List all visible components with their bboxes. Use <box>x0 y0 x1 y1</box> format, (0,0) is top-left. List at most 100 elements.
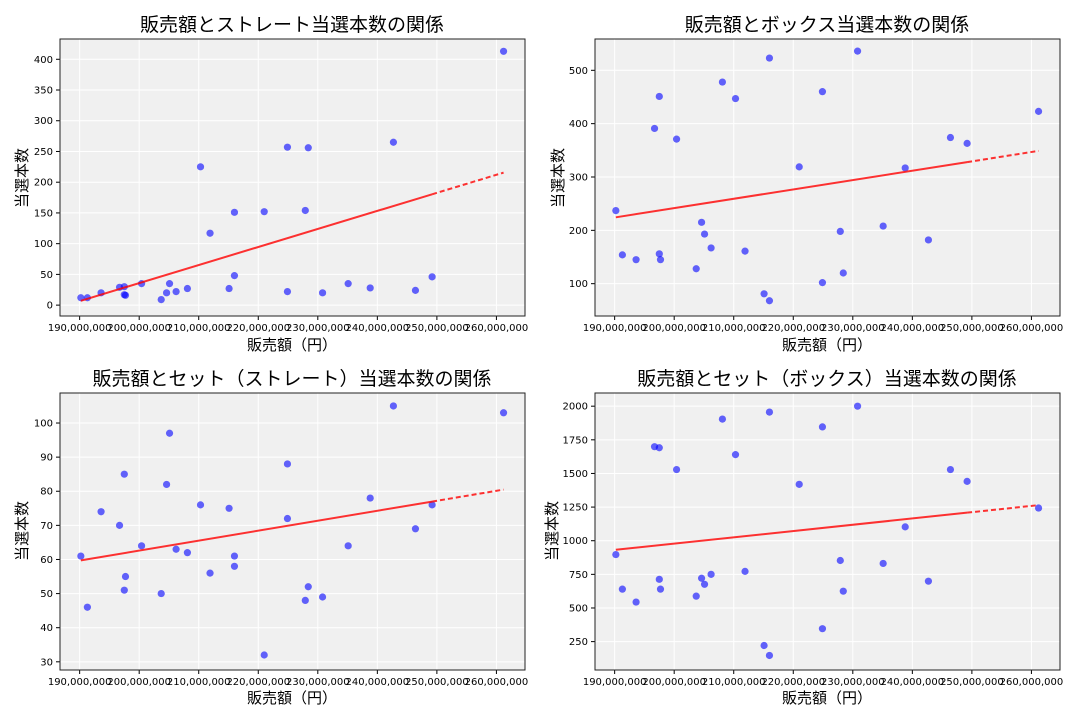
chart-set-box: 190,000,000200,000,000210,000,000220,000… <box>543 368 1063 707</box>
data-point <box>428 273 436 281</box>
y-tick-label: 1500 <box>563 469 588 480</box>
x-tick-label: 220,000,000 <box>226 677 290 688</box>
x-tick-label: 230,000,000 <box>821 677 885 688</box>
data-point <box>836 556 844 565</box>
data-point <box>137 542 146 550</box>
data-point <box>853 47 862 55</box>
data-point <box>260 208 268 216</box>
y-tick-label: 2000 <box>563 402 588 413</box>
data-point <box>77 552 85 560</box>
data-point <box>225 284 233 293</box>
data-point <box>120 586 128 594</box>
data-point <box>225 504 233 512</box>
data-point <box>301 596 309 605</box>
data-point <box>172 288 180 296</box>
data-point <box>655 250 663 258</box>
data-point <box>389 138 398 146</box>
plot-frame <box>59 392 526 671</box>
data-point <box>366 284 374 292</box>
data-point <box>230 208 239 216</box>
data-point <box>183 549 192 557</box>
x-tick-label: 190,000,000 <box>48 677 112 688</box>
data-point <box>697 574 706 582</box>
data-point <box>283 288 292 296</box>
data-point <box>162 480 171 489</box>
data-point <box>196 163 205 171</box>
x-tick-label: 220,000,000 <box>761 323 825 334</box>
data-point <box>718 78 727 86</box>
data-point <box>499 47 508 55</box>
y-tick-label: 1750 <box>563 435 588 446</box>
data-point <box>283 514 292 523</box>
chart-title: 販売額とボックス当選本数の関係 <box>685 14 969 36</box>
y-tick-label: 250 <box>569 637 588 648</box>
x-axis-label: 販売額（円） <box>782 336 872 354</box>
data-point <box>741 567 749 575</box>
data-point <box>165 429 174 437</box>
data-point <box>901 164 909 172</box>
y-tick-label: 70 <box>40 521 53 532</box>
data-point <box>283 460 292 468</box>
data-point <box>765 408 774 416</box>
data-point <box>157 589 165 598</box>
trend-line-dashed <box>431 171 504 196</box>
data-point <box>672 465 681 474</box>
data-point <box>853 402 862 410</box>
x-tick-label: 200,000,000 <box>107 677 171 688</box>
data-point <box>162 289 171 297</box>
y-tick-label: 500 <box>569 603 588 614</box>
data-point <box>304 583 312 591</box>
data-point <box>230 562 239 570</box>
data-point <box>183 284 192 293</box>
data-point <box>924 236 933 244</box>
y-tick-label: 60 <box>40 555 53 566</box>
y-axis-label: 当選本数 <box>549 148 567 208</box>
x-tick-label: 240,000,000 <box>881 677 945 688</box>
data-point <box>632 256 640 264</box>
x-tick-label: 200,000,000 <box>642 677 706 688</box>
data-point <box>760 641 768 650</box>
data-point <box>196 501 205 509</box>
data-point <box>795 480 803 488</box>
plot-area <box>595 393 1060 670</box>
data-point <box>839 269 847 277</box>
y-tick-label: 200 <box>34 178 53 189</box>
data-point <box>172 545 180 553</box>
data-point <box>121 291 130 299</box>
data-point <box>879 222 887 230</box>
y-tick-label: 200 <box>569 226 588 237</box>
y-tick-label: 250 <box>34 147 53 158</box>
data-point <box>304 144 312 152</box>
x-tick-label: 190,000,000 <box>48 323 112 334</box>
trend-line-dashed <box>967 504 1039 514</box>
data-point <box>656 585 665 593</box>
x-tick-label: 240,000,000 <box>346 323 410 334</box>
x-axis-label: 販売額（円） <box>247 336 337 354</box>
data-point <box>707 570 715 578</box>
plot-area <box>595 39 1060 316</box>
data-point <box>963 477 971 485</box>
x-tick-label: 220,000,000 <box>761 677 825 688</box>
x-tick-label: 260,000,000 <box>1000 677 1064 688</box>
data-point <box>206 569 214 577</box>
data-point <box>656 256 665 264</box>
y-tick-label: 0 <box>47 301 53 312</box>
plot-area <box>60 393 525 670</box>
x-tick-label: 190,000,000 <box>583 677 647 688</box>
x-tick-label: 260,000,000 <box>465 323 529 334</box>
plot-frame <box>594 392 1061 671</box>
data-point <box>230 552 239 560</box>
data-point <box>344 542 352 550</box>
data-point <box>836 227 844 236</box>
data-point <box>818 423 827 431</box>
x-tick-label: 230,000,000 <box>286 677 350 688</box>
data-point <box>260 651 268 659</box>
data-point <box>120 470 128 478</box>
data-point <box>121 572 130 581</box>
data-point <box>818 88 827 96</box>
data-point <box>318 593 327 601</box>
x-tick-label: 190,000,000 <box>583 323 647 334</box>
y-tick-label: 100 <box>34 419 53 430</box>
x-tick-label: 210,000,000 <box>702 323 766 334</box>
y-tick-label: 90 <box>40 453 53 464</box>
